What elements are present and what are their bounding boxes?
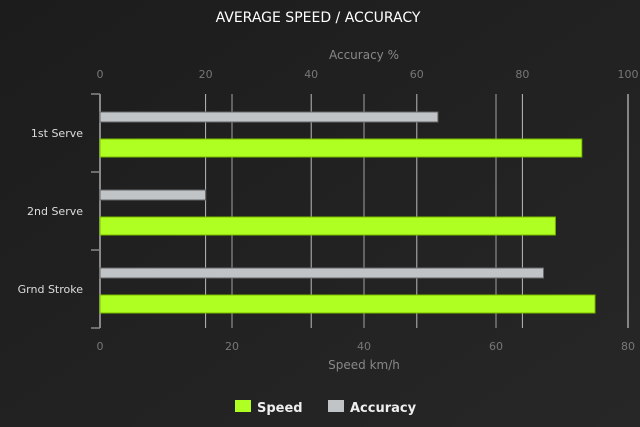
top-tick-label: 20 <box>199 68 213 81</box>
speed-bar <box>99 216 556 236</box>
bottom-tick-label: 40 <box>357 340 371 353</box>
speed-bar <box>99 138 583 158</box>
legend-swatch <box>328 400 344 412</box>
bottom-tick-label: 20 <box>225 340 239 353</box>
category-label: Grnd Stroke <box>18 283 84 296</box>
top-tick-label: 60 <box>410 68 424 81</box>
top-tick-label: 80 <box>515 68 529 81</box>
category-label: 1st Serve <box>31 127 83 140</box>
speed-bar <box>99 294 596 314</box>
bottom-tick-label: 80 <box>621 340 635 353</box>
chart-title: AVERAGE SPEED / ACCURACY <box>216 10 421 26</box>
bottom-tick-label: 0 <box>97 340 104 353</box>
legend-swatch <box>235 400 251 412</box>
legend-label[interactable]: Accuracy <box>350 401 417 416</box>
legend-label[interactable]: Speed <box>257 401 303 416</box>
accuracy-bar <box>99 267 545 279</box>
accuracy-bar <box>99 189 207 201</box>
top-tick-label: 0 <box>97 68 104 81</box>
top-axis-label: Accuracy % <box>329 48 399 62</box>
bottom-tick-label: 60 <box>489 340 503 353</box>
bottom-axis-label: Speed km/h <box>328 358 400 372</box>
top-tick-label: 40 <box>304 68 318 81</box>
accuracy-bar <box>99 111 439 123</box>
category-label: 2nd Serve <box>27 205 83 218</box>
top-tick-label: 100 <box>618 68 639 81</box>
